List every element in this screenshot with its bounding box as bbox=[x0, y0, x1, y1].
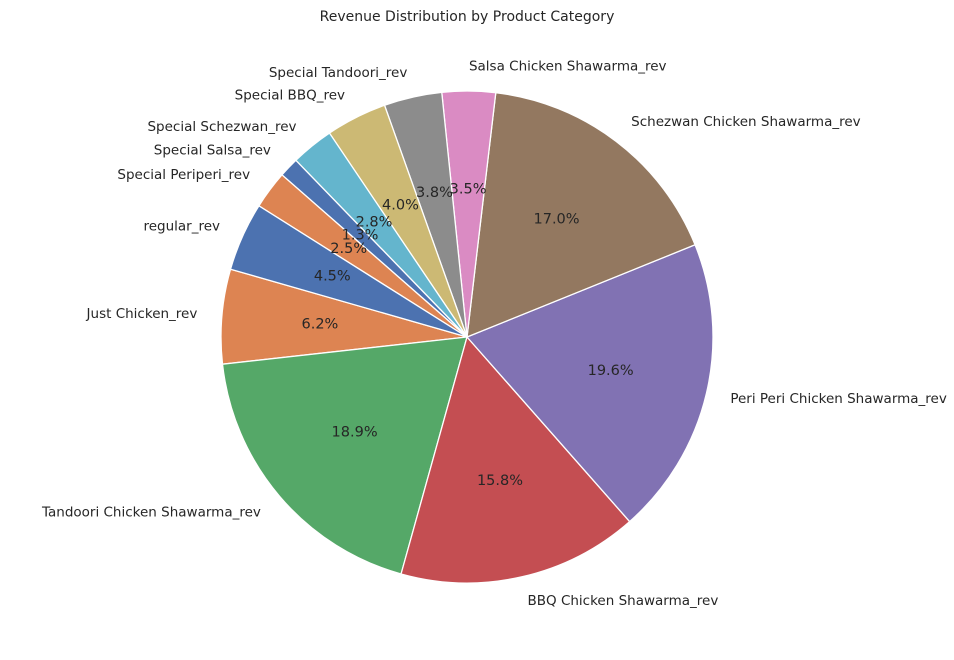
pie-slice-bbq-chicken-shawarma-rev bbox=[400, 335, 631, 584]
slices-layer bbox=[220, 90, 714, 584]
slice-label-salsa-chicken-shawarma-rev: Salsa Chicken Shawarma_rev bbox=[469, 58, 667, 74]
percent-label-regular-rev: 4.5% bbox=[314, 269, 351, 285]
slice-label-peri-peri-chicken-shawarma-rev: Peri Peri Chicken Shawarma_rev bbox=[730, 391, 947, 407]
slice-label-special-periperi-rev: Special Periperi_rev bbox=[117, 167, 250, 183]
percent-label-special-tandoori-rev: 3.8% bbox=[416, 185, 453, 201]
slice-labels-layer: Just Chicken_rev Tandoori Chicken Shawarm… bbox=[41, 58, 947, 608]
percent-labels-layer: 6.2% 18.9% 15.8% 19.6% 17.0% 3.5%3.8%4.0%2.8%… bbox=[301, 181, 633, 488]
percent-label-just-chicken-rev: 6.2% bbox=[301, 317, 338, 333]
pie-slice-tandoori-chicken-shawarma-rev bbox=[221, 336, 468, 575]
percent-label-salsa-chicken-shawarma-rev: 3.5% bbox=[450, 181, 487, 197]
percent-label-tandoori-chicken-shawarma-rev: 18.9% bbox=[332, 425, 378, 441]
percent-label-special-schezwan-rev: 2.8% bbox=[356, 214, 393, 230]
slice-label-tandoori-chicken-shawarma-rev: Tandoori Chicken Shawarma_rev bbox=[41, 504, 261, 520]
percent-label-schezwan-chicken-shawarma-rev: 17.0% bbox=[534, 212, 580, 228]
percent-label-peri-peri-chicken-shawarma-rev: 19.6% bbox=[588, 363, 634, 379]
pie-slice-schezwan-chicken-shawarma-rev bbox=[466, 91, 696, 339]
chart-title: Revenue Distribution by Product Category bbox=[320, 9, 615, 25]
slice-label-special-salsa-rev: Special Salsa_rev bbox=[154, 143, 271, 159]
pie-slice-regular-rev bbox=[229, 204, 468, 338]
percent-label-special-periperi-rev: 2.5% bbox=[330, 241, 367, 257]
slice-label-special-tandoori-rev: Special Tandoori_rev bbox=[269, 65, 407, 81]
slice-label-bbq-chicken-shawarma-rev: BBQ Chicken Shawarma_rev bbox=[528, 593, 719, 609]
slice-label-regular-rev: regular_rev bbox=[143, 218, 220, 234]
slice-label-special-schezwan-rev: Special Schezwan_rev bbox=[147, 119, 296, 135]
percent-label-special-salsa-rev: 1.3% bbox=[342, 227, 379, 243]
slice-label-schezwan-chicken-shawarma-rev: Schezwan Chicken Shawarma_rev bbox=[631, 114, 861, 130]
slice-label-special-bbq-rev: Special BBQ_rev bbox=[235, 87, 345, 103]
percent-label-special-bbq-rev: 4.0% bbox=[382, 197, 419, 213]
percent-label-bbq-chicken-shawarma-rev: 15.8% bbox=[477, 473, 523, 489]
slice-label-just-chicken-rev: Just Chicken_rev bbox=[86, 306, 198, 322]
pie-slice-peri-peri-chicken-shawarma-rev bbox=[465, 243, 714, 523]
